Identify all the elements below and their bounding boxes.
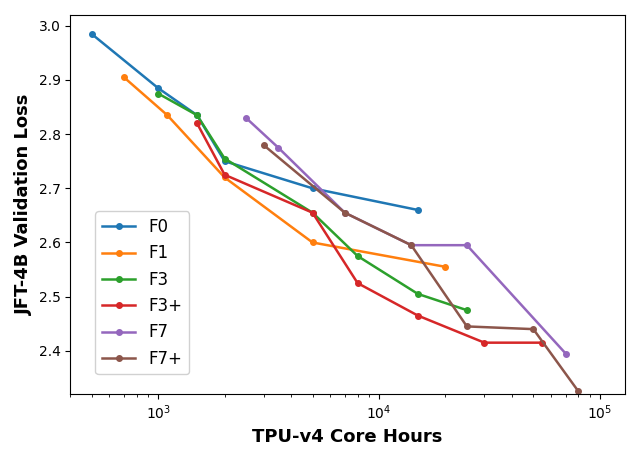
F0 [154,85,162,91]
F3+ [221,172,228,177]
F3+ [354,280,362,286]
Legend: F0, F1, F3, F3+, F7, F7+: F0, F1, F3, F3+, F7, F7+ [95,212,189,374]
F3+ [539,340,547,345]
F7+ [463,324,470,329]
F3+ [481,340,488,345]
F0 [221,159,228,164]
F7+ [341,210,349,215]
F0 [308,185,316,191]
F7 [463,242,470,248]
F1 [308,240,316,245]
F0 [414,207,422,213]
Line: F7+: F7+ [260,142,581,394]
F3 [221,156,228,161]
F3 [193,112,201,118]
F3 [463,307,470,313]
Line: F3: F3 [156,91,470,313]
F3 [414,291,422,297]
F0 [193,112,201,118]
F1 [442,264,449,270]
F3 [308,210,316,215]
F3+ [193,121,201,126]
F1 [120,75,128,80]
F7+ [529,326,537,332]
F7 [275,145,282,150]
F7 [242,115,250,121]
F7 [562,351,570,356]
F7 [408,242,415,248]
F3+ [308,210,316,215]
Line: F7: F7 [243,115,568,356]
Line: F1: F1 [121,75,448,270]
F3 [354,253,362,259]
F1 [163,112,171,118]
F7+ [575,389,582,394]
X-axis label: TPU-v4 Core Hours: TPU-v4 Core Hours [252,428,443,446]
F1 [221,175,228,180]
F0 [88,31,95,37]
Y-axis label: JFT-4B Validation Loss: JFT-4B Validation Loss [15,94,33,315]
Line: F0: F0 [89,31,420,213]
F3+ [414,313,422,319]
F7+ [260,142,268,148]
F7 [341,210,349,215]
F7+ [408,242,415,248]
F3 [154,91,162,96]
Line: F3+: F3+ [195,120,545,345]
